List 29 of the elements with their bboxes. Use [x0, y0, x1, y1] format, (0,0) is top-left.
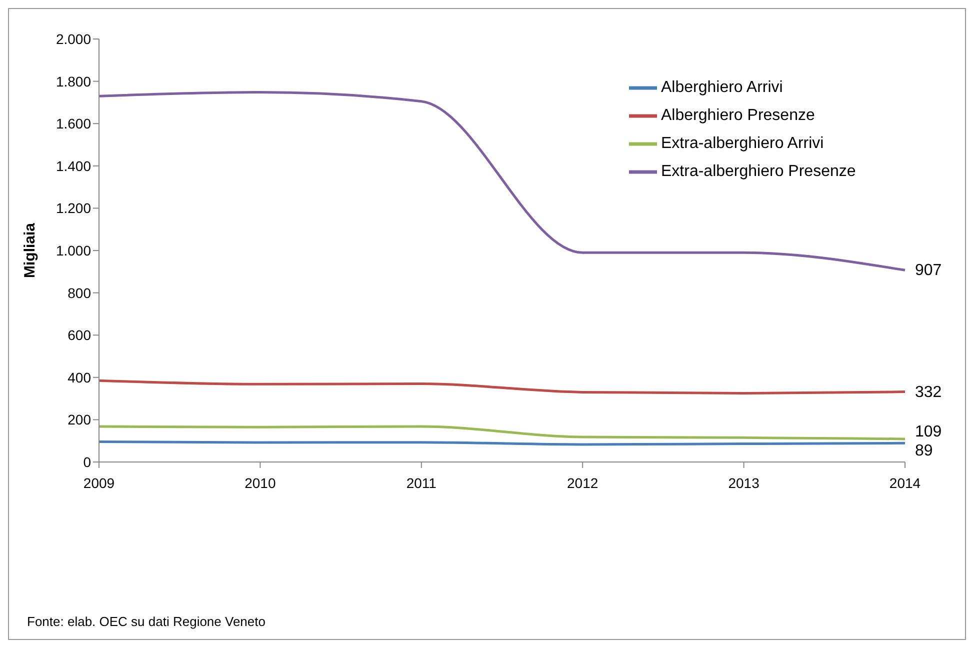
x-tick-label: 2012	[567, 474, 598, 491]
legend-label: Extra-alberghiero Arrivi	[661, 135, 824, 152]
y-tick-label: 1.200	[56, 200, 92, 216]
y-tick-label: 200	[68, 412, 92, 428]
y-tick-label: 1.800	[56, 73, 92, 90]
y-tick-label: 0	[83, 454, 92, 470]
data-label: 332	[915, 384, 942, 401]
y-tick-label: 1.400	[56, 158, 92, 174]
data-label: 109	[915, 424, 942, 441]
x-tick-label: 2011	[406, 474, 437, 491]
legend-label: Alberghiero Arrivi	[661, 79, 783, 96]
line-series	[98, 425, 906, 440]
y-tick-label: 2.000	[56, 30, 92, 47]
source-note: Fonte: elab. OEC su dati Regione Veneto	[27, 614, 266, 629]
data-label: 907	[915, 262, 942, 280]
y-axis-title: Migliaia	[21, 222, 38, 278]
legend-label: Alberghiero Presenze	[661, 107, 815, 124]
y-tick-label: 1.600	[56, 116, 92, 132]
y-tick-label: 600	[68, 327, 92, 344]
y-tick-label: 400	[68, 369, 92, 386]
data-label: 89	[915, 442, 933, 460]
x-tick-label: 2009	[83, 474, 115, 491]
y-tick-label: 1.000	[56, 242, 92, 258]
y-tick-label: 800	[68, 284, 92, 301]
legend-label: Extra-alberghiero Presenze	[661, 163, 856, 180]
x-tick-label: 2014	[889, 474, 921, 491]
x-tick-label: 2013	[728, 474, 760, 491]
line-series	[98, 379, 906, 395]
x-tick-label: 2010	[244, 474, 276, 491]
